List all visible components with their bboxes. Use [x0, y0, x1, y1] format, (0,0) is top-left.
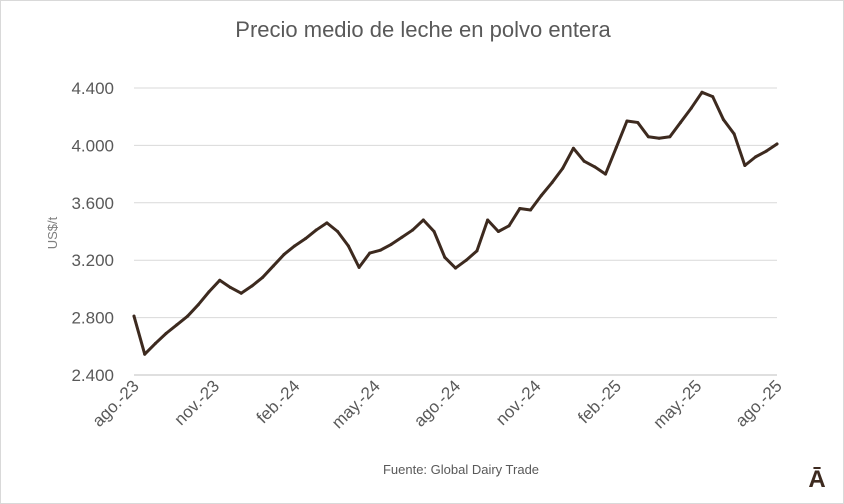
data-point [507, 224, 511, 228]
data-point [496, 230, 500, 233]
y-tick-label: 4.400 [71, 79, 114, 98]
y-tick-label: 2.800 [71, 309, 114, 328]
data-point [625, 119, 629, 123]
data-point [293, 244, 297, 248]
x-tick-label: nov.-23 [171, 376, 224, 429]
data-point [475, 249, 479, 253]
x-tick-layer: ago.-23 nov.-23 feb.-24 may.-24 ago.-24 nov.-… [89, 376, 786, 432]
data-point [421, 218, 425, 222]
y-tick-label: 3.600 [71, 194, 114, 213]
data-point [250, 284, 254, 288]
data-point [657, 136, 661, 140]
price-series-line [132, 90, 779, 356]
data-point [378, 248, 382, 252]
data-point [550, 181, 554, 185]
data-point [271, 264, 275, 268]
data-point [282, 252, 286, 256]
x-tick-label: ago.-25 [732, 376, 786, 430]
data-point [464, 258, 468, 262]
data-point [314, 228, 318, 232]
x-tick-label: may.-25 [649, 376, 705, 432]
data-point [454, 266, 457, 270]
data-point [196, 303, 200, 307]
data-point [218, 278, 222, 282]
data-point [207, 290, 211, 294]
data-point [357, 265, 361, 269]
data-point [604, 172, 608, 176]
data-point [636, 120, 640, 124]
data-point [132, 314, 136, 318]
data-point [593, 165, 597, 169]
data-point [764, 149, 768, 153]
data-point [743, 163, 747, 167]
data-point [689, 106, 693, 110]
source-note: Fuente: Global Dairy Trade [383, 462, 539, 477]
data-point [432, 230, 436, 233]
y-tick-label: 3.200 [71, 251, 114, 270]
brand-logo: Ā [808, 466, 825, 493]
data-point [582, 159, 586, 163]
data-point [775, 142, 779, 146]
y-tick-layer: 2.400 2.800 3.200 3.600 4.000 4.400 [71, 79, 114, 385]
data-point [732, 132, 736, 136]
data-point [389, 242, 393, 246]
data-point [486, 218, 490, 222]
series-layer [132, 90, 779, 356]
data-point [346, 244, 350, 248]
data-point [175, 323, 179, 327]
data-point [228, 285, 232, 289]
data-point [143, 352, 147, 356]
x-tick-label: feb.-25 [574, 376, 625, 427]
data-point [679, 120, 683, 124]
data-point [668, 135, 672, 139]
data-point [153, 341, 157, 345]
data-point [336, 230, 340, 233]
data-point [443, 255, 447, 259]
y-tick-label: 4.000 [71, 136, 114, 155]
data-point [539, 194, 543, 198]
data-point [239, 291, 243, 295]
data-point [186, 314, 190, 318]
chart-title: Precio medio de leche en polvo entera [235, 17, 611, 42]
data-point [518, 207, 522, 211]
data-point [561, 166, 565, 170]
x-tick-label: feb.-24 [253, 376, 304, 427]
data-point [164, 331, 168, 335]
x-tick-label: ago.-24 [410, 376, 464, 430]
data-point [754, 155, 758, 159]
data-point [261, 275, 265, 279]
y-tick-label: 2.400 [71, 366, 114, 385]
y-axis-label: US$/t [45, 216, 60, 249]
data-point [711, 95, 715, 99]
data-point [571, 146, 575, 150]
data-point [529, 208, 533, 212]
data-point [368, 251, 372, 255]
x-tick-label: nov.-24 [492, 376, 545, 429]
data-point [303, 237, 307, 241]
data-point [646, 135, 650, 139]
data-point [411, 228, 415, 232]
x-tick-label: may.-24 [328, 376, 384, 432]
data-point [721, 118, 725, 122]
data-point [325, 221, 329, 225]
data-point [700, 90, 704, 94]
grid-layer [134, 87, 777, 319]
data-point [400, 235, 404, 239]
data-point [614, 146, 618, 150]
